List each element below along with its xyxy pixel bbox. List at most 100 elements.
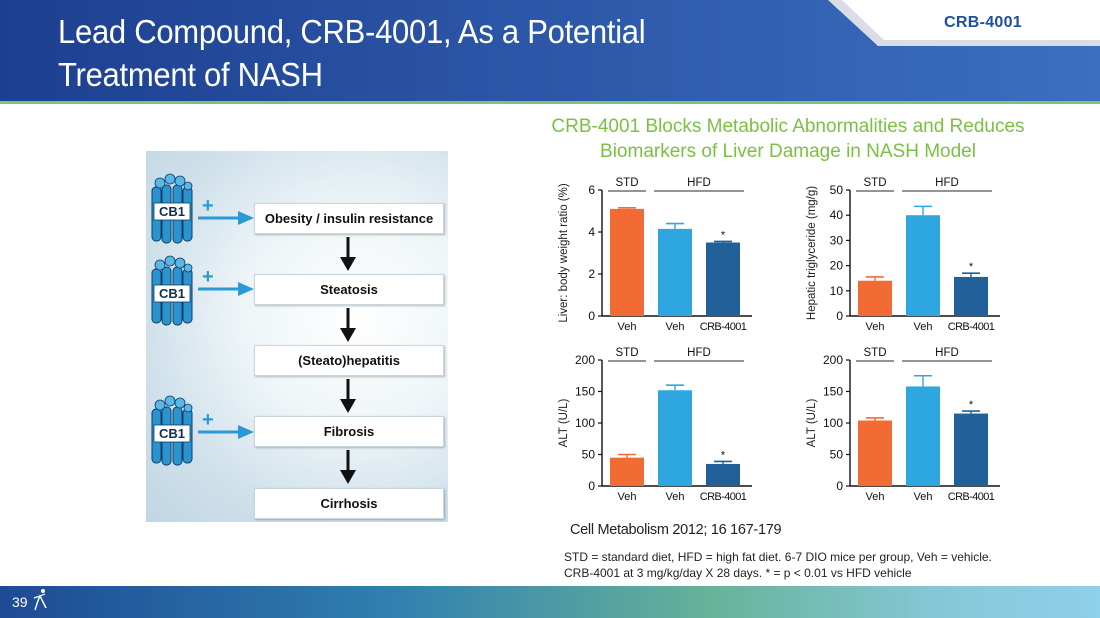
y-axis-label: Liver: body weight ratio (%) (558, 183, 570, 323)
bar (706, 242, 740, 316)
bar-chart-svg: ALT (U/L) 0 50 100 150 200 STD HFD Veh Veh * CRB-40… (806, 347, 1000, 503)
significance-marker: * (969, 261, 974, 273)
bar (906, 386, 940, 486)
step-steatosis: Steatosis (254, 274, 444, 305)
group-label-std: STD (616, 347, 639, 359)
pathway-figure: CB1 + CB1 + (146, 151, 448, 522)
y-tick-label: 100 (823, 416, 843, 430)
chart-panel-title: CRB-4001 Blocks Metabolic Abnormalities … (510, 114, 1066, 164)
step-steatohepatitis: (Steato)hepatitis (254, 345, 444, 376)
x-tick-label: Veh (914, 491, 933, 503)
y-axis-label: Hepatic triglyceride (mg/g) (806, 186, 818, 320)
bar (610, 457, 644, 486)
activation-arrow-2 (198, 282, 254, 296)
page-number: 39 (12, 594, 28, 610)
x-tick-label: Veh (618, 321, 637, 333)
svg-text:CB1: CB1 (159, 286, 185, 301)
group-label-std: STD (864, 177, 887, 189)
x-tick-label: Veh (866, 491, 885, 503)
chart-liver-weight-ratio: Liver: body weight ratio (%) 0 2 4 6 STD HFD Ve… (548, 172, 788, 337)
y-tick-label: 2 (588, 267, 595, 281)
group-label-hfd: HFD (935, 347, 959, 359)
down-arrow-icon (340, 379, 356, 413)
chart-alt-1: ALT (U/L) 0 50 100 150 200 STD HFD Veh Veh * CRB-40… (548, 342, 788, 507)
bar (954, 413, 988, 486)
plus-sign-1: + (202, 195, 214, 217)
bar (658, 228, 692, 316)
x-tick-label: Veh (618, 491, 637, 503)
cb1-receptor-icon: CB1 (151, 395, 193, 466)
bar-chart-svg: Liver: body weight ratio (%) 0 2 4 6 STD HFD Ve… (558, 177, 752, 333)
header-tab (828, 0, 1100, 46)
down-arrow-icon (340, 450, 356, 484)
group-label-std: STD (864, 347, 887, 359)
down-arrow-icon (340, 237, 356, 271)
y-tick-label: 0 (836, 479, 843, 493)
chart-alt-2: ALT (U/L) 0 50 100 150 200 STD HFD Veh Veh * CRB-40… (796, 342, 1036, 507)
slide-title-line-2: Treatment of NASH (58, 56, 323, 93)
bar (658, 390, 692, 486)
y-axis-label: ALT (U/L) (806, 398, 818, 447)
plus-sign-3: + (202, 409, 214, 431)
y-tick-label: 50 (830, 183, 844, 197)
bar (706, 463, 740, 486)
y-tick-label: 0 (836, 309, 843, 323)
x-tick-label: CRB-4001 (700, 321, 747, 333)
bar (610, 208, 644, 316)
y-tick-label: 40 (830, 208, 844, 222)
plus-sign-2: + (202, 266, 214, 288)
y-tick-label: 150 (823, 385, 843, 399)
activation-arrow-3 (198, 425, 254, 439)
cb1-receptor-icon: CB1 (151, 255, 193, 326)
y-tick-label: 50 (582, 448, 596, 462)
step-cirrhosis: Cirrhosis (254, 488, 444, 519)
step-obesity: Obesity / insulin resistance (254, 203, 444, 234)
svg-text:CB1: CB1 (159, 426, 185, 441)
x-tick-label: Veh (866, 321, 885, 333)
down-arrow-icon (340, 308, 356, 342)
significance-marker: * (721, 229, 726, 241)
y-tick-label: 30 (830, 233, 844, 247)
activation-arrow-1 (198, 211, 254, 225)
header-divider (0, 101, 1100, 104)
x-tick-label: Veh (914, 321, 933, 333)
y-tick-label: 0 (588, 479, 595, 493)
x-tick-label: CRB-4001 (948, 321, 995, 333)
x-tick-label: Veh (666, 491, 685, 503)
group-label-std: STD (616, 177, 639, 189)
significance-marker: * (721, 449, 726, 461)
company-logo-icon (33, 589, 47, 611)
y-tick-label: 6 (588, 183, 595, 197)
bar-chart-svg: ALT (U/L) 0 50 100 150 200 STD HFD Veh Veh * CRB-40… (558, 347, 752, 503)
slide-title-line-1: Lead Compound, CRB-4001, As a Potential (58, 13, 646, 50)
step-fibrosis: Fibrosis (254, 416, 444, 447)
footnote-line-1: STD = standard diet, HFD = high fat diet… (564, 550, 992, 564)
cb1-receptor-icon: CB1 (151, 173, 193, 244)
footer-band (0, 586, 1100, 618)
svg-text:CB1: CB1 (159, 204, 185, 219)
chart-panel-title-line-2: Biomarkers of Liver Damage in NASH Model (600, 141, 976, 162)
y-tick-label: 200 (823, 353, 843, 367)
bar (906, 215, 940, 316)
citation: Cell Metabolism 2012; 16 167-179 (570, 522, 782, 538)
group-label-hfd: HFD (687, 177, 711, 189)
footnote: STD = standard diet, HFD = high fat diet… (564, 549, 1064, 581)
bar (858, 280, 892, 316)
chart-hepatic-triglyceride: Hepatic triglyceride (mg/g) 0 10 20 30 40 50 ST… (796, 172, 1036, 337)
bar (858, 420, 892, 486)
footnote-line-2: CRB-4001 at 3 mg/kg/day X 28 days. * = p… (564, 566, 912, 580)
y-tick-label: 150 (575, 385, 595, 399)
group-label-hfd: HFD (687, 347, 711, 359)
y-tick-label: 200 (575, 353, 595, 367)
y-tick-label: 0 (588, 309, 595, 323)
y-tick-label: 100 (575, 416, 595, 430)
x-tick-label: CRB-4001 (700, 491, 747, 503)
group-label-hfd: HFD (935, 177, 959, 189)
y-tick-label: 10 (830, 284, 844, 298)
y-tick-label: 20 (830, 259, 844, 273)
significance-marker: * (969, 399, 974, 411)
y-tick-label: 4 (588, 225, 595, 239)
bar-chart-svg: Hepatic triglyceride (mg/g) 0 10 20 30 40 50 ST… (806, 177, 1000, 333)
bar (954, 276, 988, 316)
